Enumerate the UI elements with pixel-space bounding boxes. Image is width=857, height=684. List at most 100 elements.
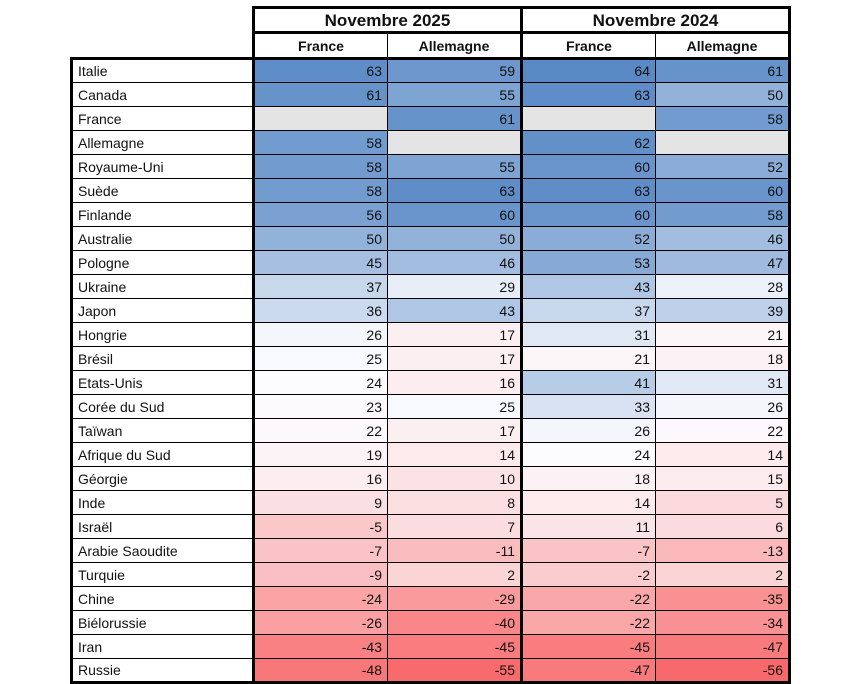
value-cell: 41 bbox=[521, 370, 656, 395]
country-label: Italie bbox=[70, 57, 255, 83]
table-row: Inde 9 8 14 5 bbox=[70, 490, 791, 515]
value-cell: 52 bbox=[521, 226, 656, 251]
value-cell: -2 bbox=[521, 562, 656, 587]
value-cell: 50 bbox=[655, 82, 791, 107]
table-row: Chine -24 -29 -22 -35 bbox=[70, 586, 791, 611]
subheader-allemagne-2024: Allemagne bbox=[655, 31, 791, 60]
table-header: Novembre 2025 Novembre 2024 France Allem… bbox=[71, 6, 791, 60]
value-cell: 14 bbox=[521, 490, 656, 515]
country-label: Finlande bbox=[70, 202, 255, 227]
value-cell: -11 bbox=[387, 538, 523, 563]
value-cell: 63 bbox=[387, 178, 523, 203]
value-cell: 21 bbox=[655, 322, 791, 347]
table-row: Etats-Unis 24 16 41 31 bbox=[70, 370, 791, 395]
value-cell: 58 bbox=[253, 130, 388, 155]
value-cell: 58 bbox=[655, 202, 791, 227]
value-cell: 2 bbox=[387, 562, 523, 587]
country-label: Royaume-Uni bbox=[70, 154, 255, 179]
country-label: Etats-Unis bbox=[70, 370, 255, 395]
value-cell: 26 bbox=[253, 322, 388, 347]
value-cell: 15 bbox=[655, 466, 791, 491]
value-cell: 63 bbox=[253, 57, 388, 83]
country-label: Pologne bbox=[70, 250, 255, 275]
value-cell: 28 bbox=[655, 274, 791, 299]
country-label: Brésil bbox=[70, 346, 255, 371]
value-cell bbox=[253, 106, 388, 131]
value-cell: 60 bbox=[521, 202, 656, 227]
value-cell: -5 bbox=[253, 514, 388, 539]
table-row: Israël -5 7 11 6 bbox=[70, 514, 791, 539]
value-cell: -29 bbox=[387, 586, 523, 611]
country-label: Inde bbox=[70, 490, 255, 515]
table-body: Italie 63 59 64 61 Canada 61 55 63 50 Fr… bbox=[70, 57, 791, 684]
value-cell: 64 bbox=[521, 57, 656, 83]
value-cell: 14 bbox=[655, 442, 791, 467]
country-label: Géorgie bbox=[70, 466, 255, 491]
value-cell: -7 bbox=[521, 538, 656, 563]
value-cell: 24 bbox=[521, 442, 656, 467]
value-cell: -13 bbox=[655, 538, 791, 563]
value-cell: 61 bbox=[253, 82, 388, 107]
table-row: Royaume-Uni 58 55 60 52 bbox=[70, 154, 791, 179]
table-row: Hongrie 26 17 31 21 bbox=[70, 322, 791, 347]
value-cell: 14 bbox=[387, 442, 523, 467]
table-row: Brésil 25 17 21 18 bbox=[70, 346, 791, 371]
value-cell: 2 bbox=[655, 562, 791, 587]
value-cell: -47 bbox=[655, 634, 791, 659]
value-cell: 55 bbox=[387, 82, 523, 107]
value-cell: 37 bbox=[253, 274, 388, 299]
value-cell: -26 bbox=[253, 610, 388, 635]
value-cell: 18 bbox=[521, 466, 656, 491]
value-cell: 6 bbox=[655, 514, 791, 539]
value-cell: -45 bbox=[387, 634, 523, 659]
value-cell: -35 bbox=[655, 586, 791, 611]
value-cell: 10 bbox=[387, 466, 523, 491]
country-label: Ukraine bbox=[70, 274, 255, 299]
country-label: France bbox=[70, 106, 255, 131]
value-cell: 37 bbox=[521, 298, 656, 323]
value-cell: 60 bbox=[521, 154, 656, 179]
table-row: Canada 61 55 63 50 bbox=[70, 82, 791, 107]
value-cell: 46 bbox=[387, 250, 523, 275]
value-cell: 56 bbox=[253, 202, 388, 227]
table-row: Ukraine 37 29 43 28 bbox=[70, 274, 791, 299]
value-cell: 31 bbox=[655, 370, 791, 395]
header-sub-row: France Allemagne France Allemagne bbox=[71, 31, 791, 60]
value-cell: 16 bbox=[387, 370, 523, 395]
value-cell: 46 bbox=[655, 226, 791, 251]
value-cell: -34 bbox=[655, 610, 791, 635]
value-cell: 22 bbox=[655, 418, 791, 443]
value-cell: 31 bbox=[521, 322, 656, 347]
country-label: Biélorussie bbox=[70, 610, 255, 635]
value-cell: 50 bbox=[387, 226, 523, 251]
value-cell: 17 bbox=[387, 418, 523, 443]
table-row: Corée du Sud 23 25 33 26 bbox=[70, 394, 791, 419]
header-group-row: Novembre 2025 Novembre 2024 bbox=[71, 6, 791, 34]
value-cell: 8 bbox=[387, 490, 523, 515]
value-cell: 61 bbox=[655, 57, 791, 83]
country-label: Arabie Saoudite bbox=[70, 538, 255, 563]
column-group-novembre-2024: Novembre 2024 bbox=[520, 6, 791, 34]
table-row: Afrique du Sud 19 14 24 14 bbox=[70, 442, 791, 467]
table-row: Suède 58 63 63 60 bbox=[70, 178, 791, 203]
value-cell: -48 bbox=[253, 658, 388, 684]
table-row: Australie 50 50 52 46 bbox=[70, 226, 791, 251]
value-cell: 36 bbox=[253, 298, 388, 323]
value-cell: 18 bbox=[655, 346, 791, 371]
ranking-table: Novembre 2025 Novembre 2024 France Allem… bbox=[70, 6, 791, 684]
value-cell: 5 bbox=[655, 490, 791, 515]
value-cell: 33 bbox=[521, 394, 656, 419]
value-cell: 17 bbox=[387, 346, 523, 371]
table-row: Allemagne 58 62 bbox=[70, 130, 791, 155]
country-label: Australie bbox=[70, 226, 255, 251]
value-cell: 53 bbox=[521, 250, 656, 275]
value-cell: 26 bbox=[655, 394, 791, 419]
country-label: Afrique du Sud bbox=[70, 442, 255, 467]
subheader-france-2024: France bbox=[521, 31, 656, 60]
value-cell: 43 bbox=[521, 274, 656, 299]
value-cell: 25 bbox=[253, 346, 388, 371]
value-cell: 62 bbox=[521, 130, 656, 155]
value-cell: -56 bbox=[655, 658, 791, 684]
value-cell: 61 bbox=[387, 106, 523, 131]
